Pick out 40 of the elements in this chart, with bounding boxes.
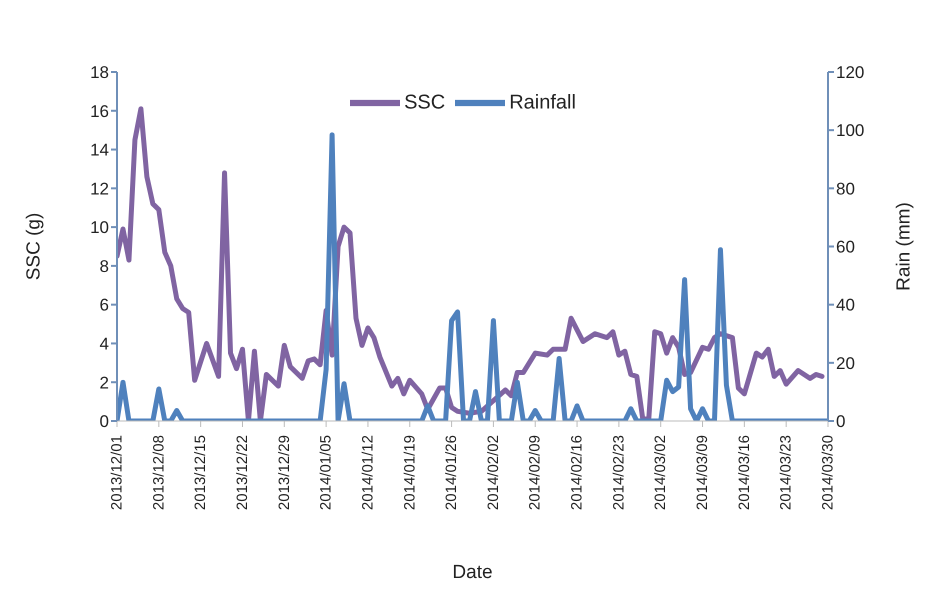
y-tick-label: 12 [90,179,109,198]
x-axis-title: Date [452,562,493,583]
y-tick-label: 2 [100,373,109,392]
y-tick-label: 16 [90,102,109,121]
y2-axis-title: Rain (mm) [894,202,915,291]
x-tick-label: 2014/02/02 [484,435,502,510]
y-tick-label: 4 [100,334,109,354]
x-tick-label: 2013/12/29 [276,435,293,510]
x-tick-label: 2014/03/30 [820,435,836,510]
y-tick-label: 0 [100,412,109,432]
x-tick-label: 2013/12/01 [108,435,126,510]
legend-label: Rainfall [509,91,576,114]
legend-label: SSC [404,91,446,114]
x-tick-label: 2014/02/16 [568,435,586,510]
y2-tick-label: 0 [836,412,846,432]
x-tick-label: 2014/03/09 [694,435,712,510]
x-tick-label: 2013/12/22 [234,435,251,510]
y2-tick-label: 80 [836,179,855,198]
x-tick-label: 2014/03/23 [778,435,795,510]
y-tick-label: 14 [90,140,109,160]
x-tick-label: 2014/01/19 [401,435,418,510]
y2-tick-label: 40 [836,296,855,315]
y-tick-label: 10 [90,218,109,238]
x-tick-label: 2014/03/02 [652,435,670,510]
y2-tick-label: 120 [836,63,864,82]
y-tick-label: 8 [100,256,109,276]
x-tick-label: 2014/01/05 [318,435,335,510]
x-tick-label: 2014/01/26 [443,435,460,510]
y2-tick-label: 60 [836,238,855,257]
y2-tick-label: 20 [836,354,855,373]
x-tick-label: 2013/12/15 [192,435,210,510]
x-tick-label: 2014/01/12 [359,435,376,510]
y-tick-label: 18 [90,63,109,82]
y2-tick-label: 100 [836,121,864,140]
x-tick-label: 2014/02/09 [526,435,544,510]
x-tick-label: 2013/12/08 [150,435,168,510]
x-tick-label: 2014/02/23 [610,435,628,510]
y-tick-label: 6 [100,296,109,315]
y-axis-title: SSC (g) [24,212,45,280]
x-tick-label: 2014/03/16 [736,435,753,510]
